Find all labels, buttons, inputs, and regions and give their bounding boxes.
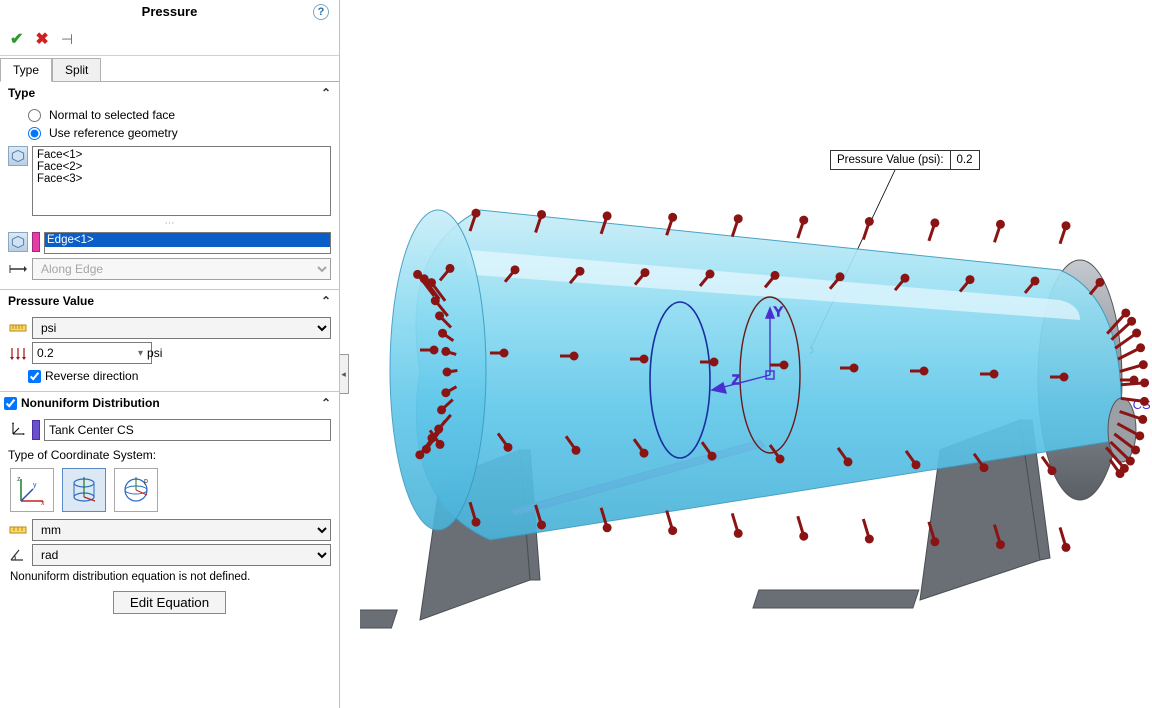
coord-cartesian-button[interactable]: z x y	[10, 468, 54, 512]
svg-text:x: x	[41, 500, 45, 507]
section-nonuniform-header[interactable]: Nonuniform Distribution ⌃	[0, 392, 339, 414]
length-unit-select[interactable]: mm	[32, 519, 331, 541]
pressure-value-input[interactable]	[32, 342, 152, 364]
reverse-direction-row[interactable]: Reverse direction	[8, 367, 331, 385]
pressure-value-row: ▾ psi	[8, 342, 331, 364]
edge-selection-icon[interactable]	[8, 232, 28, 252]
panel-collapse-handle[interactable]: ◂	[340, 354, 349, 394]
radio-ref-geo[interactable]: Use reference geometry	[8, 124, 331, 142]
angle-unit-row: rad	[8, 544, 331, 566]
direction-icon	[8, 259, 28, 279]
ok-button[interactable]: ✔	[10, 29, 23, 49]
faces-row: Face<1> Face<2> Face<3>	[8, 146, 331, 216]
axis-z-label: Z	[732, 372, 740, 387]
help-icon[interactable]: ?	[313, 4, 329, 20]
svg-text:y: y	[33, 482, 37, 489]
direction-select[interactable]: Along Edge	[32, 258, 331, 280]
angle-icon	[8, 545, 28, 565]
list-item[interactable]: Face<1>	[37, 149, 326, 161]
reverse-checkbox[interactable]	[28, 370, 41, 383]
svg-text:p: p	[144, 478, 148, 485]
coord-type-row: z x y p	[8, 464, 331, 516]
panel-tabs: Type Split	[0, 58, 339, 82]
pressure-unit-label: psi	[147, 346, 162, 360]
ruler-icon	[8, 520, 28, 540]
equation-warning: Nonuniform distribution equation is not …	[8, 569, 331, 585]
list-item-selected[interactable]: Edge<1>	[45, 233, 330, 247]
edge-color-swatch	[32, 232, 40, 252]
property-panel: Pressure ? ✔ ✖ ⊣ Type Split Type ⌃ Norma…	[0, 0, 340, 708]
pressure-unit-row: psi	[8, 317, 331, 339]
radio-refgeo-label: Use reference geometry	[49, 126, 178, 140]
resize-handle[interactable]: ⋯	[8, 220, 331, 228]
faces-listbox[interactable]: Face<1> Face<2> Face<3>	[32, 146, 331, 216]
section-pressure-body: psi ▾ psi Reverse direction	[0, 312, 339, 392]
radio-normal-input[interactable]	[28, 109, 41, 122]
tank-model[interactable]: Y Z	[360, 140, 1152, 640]
angle-unit-select[interactable]: rad	[32, 544, 331, 566]
edge-listbox[interactable]: Edge<1>	[44, 232, 331, 254]
ruler-icon	[8, 318, 28, 338]
radio-normal-face[interactable]: Normal to selected face	[8, 106, 331, 124]
cs-color-swatch	[32, 420, 40, 440]
chevron-up-icon: ⌃	[321, 86, 331, 100]
coordinate-system-icon[interactable]	[8, 420, 28, 440]
panel-title-row: Pressure ?	[0, 0, 339, 23]
panel-title: Pressure	[142, 4, 198, 19]
section-type-label: Type	[8, 86, 35, 100]
nonuniform-label: Nonuniform Distribution	[21, 396, 160, 410]
graphics-viewport[interactable]: ◂ Pressure Value (psi): 0.2 Tank Center …	[340, 0, 1152, 708]
section-pressure-header[interactable]: Pressure Value ⌃	[0, 290, 339, 312]
pressure-arrows-icon	[8, 343, 28, 363]
list-item[interactable]: Face<2>	[37, 161, 326, 173]
tab-type[interactable]: Type	[0, 58, 52, 82]
direction-row: Along Edge	[8, 258, 331, 280]
nonuniform-checkbox[interactable]	[4, 397, 17, 410]
section-nonuniform-body: Type of Coordinate System: z x y p mm rad	[0, 414, 339, 630]
face-selection-icon[interactable]	[8, 146, 28, 166]
chevron-up-icon: ⌃	[321, 396, 331, 410]
length-unit-row: mm	[8, 519, 331, 541]
section-type-body: Normal to selected face Use reference ge…	[0, 104, 339, 290]
chevron-up-icon: ⌃	[321, 294, 331, 308]
list-item[interactable]: Face<3>	[37, 173, 326, 185]
cancel-button[interactable]: ✖	[35, 29, 48, 49]
cs-name-input[interactable]	[44, 419, 331, 441]
cs-row	[8, 419, 331, 441]
coord-spherical-button[interactable]: p	[114, 468, 158, 512]
radio-normal-label: Normal to selected face	[49, 108, 175, 122]
section-pressure-label: Pressure Value	[8, 294, 94, 308]
pin-button[interactable]: ⊣	[61, 31, 73, 48]
tab-split[interactable]: Split	[52, 58, 101, 82]
axis-y-label: Y	[774, 304, 783, 319]
coord-cylindrical-button[interactable]	[62, 468, 106, 512]
radio-refgeo-input[interactable]	[28, 127, 41, 140]
edge-row: Edge<1>	[8, 232, 331, 254]
pressure-unit-select[interactable]: psi	[32, 317, 331, 339]
reverse-label: Reverse direction	[45, 369, 138, 383]
coord-type-label: Type of Coordinate System:	[8, 444, 331, 464]
svg-text:z: z	[17, 476, 21, 483]
section-type-header[interactable]: Type ⌃	[0, 82, 339, 104]
action-row: ✔ ✖ ⊣	[0, 23, 339, 56]
edit-equation-button[interactable]: Edit Equation	[113, 591, 226, 614]
